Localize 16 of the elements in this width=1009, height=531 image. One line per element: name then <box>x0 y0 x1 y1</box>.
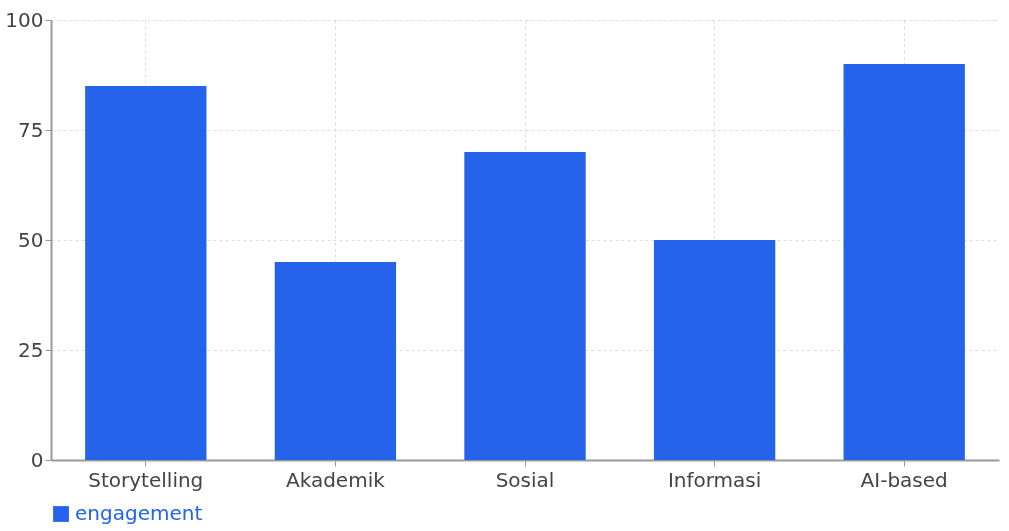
bar <box>843 64 965 460</box>
x-tick-label: Informasi <box>667 467 762 492</box>
y-tick-label: 75 <box>18 117 44 142</box>
x-tick-label: Akademik <box>286 467 386 492</box>
y-tick-label: 0 <box>30 447 44 472</box>
x-tick-label: Storytelling <box>88 467 204 492</box>
x-tick-label: Sosial <box>495 467 555 492</box>
y-tick-label: 25 <box>18 337 44 362</box>
bar <box>464 152 586 460</box>
bar <box>85 86 207 460</box>
bar <box>274 262 397 460</box>
y-tick-label: 50 <box>18 227 44 252</box>
x-tick-label: AI-based <box>860 467 948 492</box>
legend-label: engagement <box>75 501 203 525</box>
y-tick-label: 100 <box>5 7 44 32</box>
bar <box>653 240 776 460</box>
